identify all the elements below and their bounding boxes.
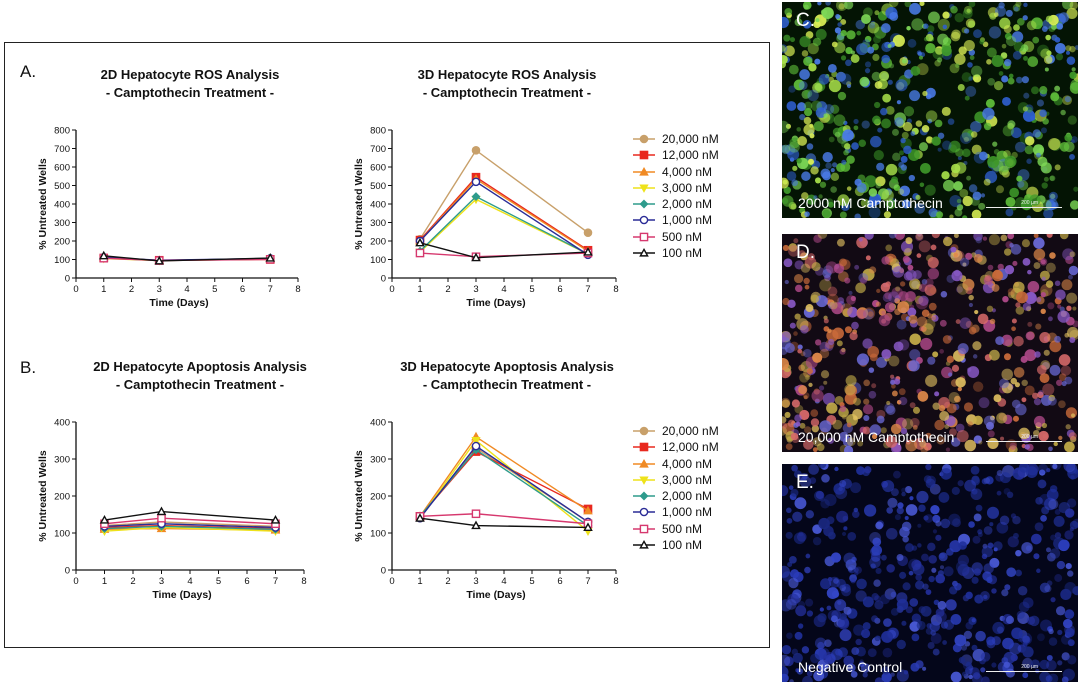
legend-marker xyxy=(639,540,649,549)
micrograph-d-caption: 20,000 nM Camptothecin xyxy=(798,429,955,445)
legend-swatch xyxy=(633,491,655,501)
legend-marker xyxy=(639,184,649,193)
chart-b3d-title-block: 3D Hepatocyte Apoptosis Analysis - Campt… xyxy=(357,358,657,394)
micrograph-e-caption: Negative Control xyxy=(798,659,903,675)
legend-label: 12,000 nM xyxy=(662,148,719,163)
legend-marker xyxy=(639,442,649,452)
legend-swatch xyxy=(633,199,655,209)
legend-swatch xyxy=(633,508,655,517)
legend-swatch xyxy=(633,184,655,193)
legend-marker xyxy=(639,232,649,242)
chart-a2d-subtitle: - Camptothecin Treatment - xyxy=(105,85,275,100)
chart-b3d-subtitle: - Camptothecin Treatment - xyxy=(422,377,592,392)
legend-swatch xyxy=(633,476,655,485)
legend-marker xyxy=(639,426,649,436)
legend-label: 3,000 nM xyxy=(662,180,713,195)
legend-label: 3,000 nM xyxy=(662,472,713,487)
figure-frame xyxy=(4,42,770,648)
micrograph-c: C. 2000 nM Camptothecin 200 µm xyxy=(782,2,1078,218)
legend-swatch xyxy=(633,540,655,549)
legend-marker xyxy=(639,508,649,517)
chart-b2d-title-block: 2D Hepatocyte Apoptosis Analysis - Campt… xyxy=(50,358,350,394)
micrograph-c-letter: C. xyxy=(796,10,815,31)
legend-label: 100 nM xyxy=(662,538,703,553)
legend-marker xyxy=(639,458,649,468)
scale-bar-label: 200 µm xyxy=(1021,664,1038,670)
legend-marker xyxy=(639,199,649,209)
legend-swatch xyxy=(633,248,655,257)
scale-bar xyxy=(986,441,1062,442)
legend-swatch xyxy=(633,232,655,242)
legend-swatch xyxy=(633,442,655,452)
legend-swatch xyxy=(633,134,655,144)
legend-marker xyxy=(639,524,649,534)
legend-label: 2,000 nM xyxy=(662,197,713,212)
legend-swatch xyxy=(633,426,655,436)
scale-bar xyxy=(986,671,1062,672)
legend-swatch xyxy=(633,458,655,468)
chart-a2d-title-block: 2D Hepatocyte ROS Analysis - Camptotheci… xyxy=(40,66,340,102)
scale-bar-label: 200 µm xyxy=(1021,200,1038,206)
micrograph-c-caption: 2000 nM Camptothecin xyxy=(798,195,943,211)
micrograph-e-letter: E. xyxy=(796,472,814,493)
legend-marker xyxy=(639,216,649,225)
micrograph-e-image xyxy=(782,464,1078,682)
legend-label: 500 nM xyxy=(662,229,703,244)
legend-marker xyxy=(639,476,649,485)
chart-b3d-title: 3D Hepatocyte Apoptosis Analysis xyxy=(400,359,614,374)
legend-marker xyxy=(639,248,649,257)
micrograph-e: E. Negative Control 200 µm xyxy=(782,464,1078,682)
legend-label: 1,000 nM xyxy=(662,213,713,228)
micrograph-d-image xyxy=(782,234,1078,452)
scale-bar xyxy=(986,207,1062,208)
legend-label: 12,000 nM xyxy=(662,440,719,455)
legend-label: 500 nM xyxy=(662,521,703,536)
legend-marker xyxy=(639,491,649,501)
chart-b2d-title: 2D Hepatocyte Apoptosis Analysis xyxy=(93,359,307,374)
legend-swatch xyxy=(633,166,655,176)
panel-b-label: B. xyxy=(20,358,37,377)
chart-a3d-subtitle: - Camptothecin Treatment - xyxy=(422,85,592,100)
scale-bar-label: 200 µm xyxy=(1021,434,1038,440)
legend-label: 1,000 nM xyxy=(662,505,713,520)
legend-marker xyxy=(639,150,649,160)
legend-label: 4,000 nM xyxy=(662,456,713,471)
micrograph-d-letter: D. xyxy=(796,242,815,263)
micrograph-c-image xyxy=(782,2,1078,218)
chart-a3d-title-block: 3D Hepatocyte ROS Analysis - Camptotheci… xyxy=(357,66,657,102)
legend-swatch xyxy=(633,150,655,160)
chart-a3d-title: 3D Hepatocyte ROS Analysis xyxy=(417,67,597,82)
chart-a2d-title: 2D Hepatocyte ROS Analysis xyxy=(100,67,280,82)
legend-marker xyxy=(639,134,649,144)
legend-swatch xyxy=(633,216,655,225)
chart-b2d-subtitle: - Camptothecin Treatment - xyxy=(115,377,285,392)
legend-label: 20,000 nM xyxy=(662,424,719,438)
legend-label: 4,000 nM xyxy=(662,164,713,179)
legend-label: 20,000 nM xyxy=(662,132,719,146)
micrograph-d: D. 20,000 nM Camptothecin 200 µm xyxy=(782,234,1078,452)
legend-swatch xyxy=(633,524,655,534)
legend-label: 2,000 nM xyxy=(662,489,713,504)
legend-label: 100 nM xyxy=(662,246,703,261)
legend-marker xyxy=(639,166,649,176)
panel-a-label: A. xyxy=(20,62,37,81)
